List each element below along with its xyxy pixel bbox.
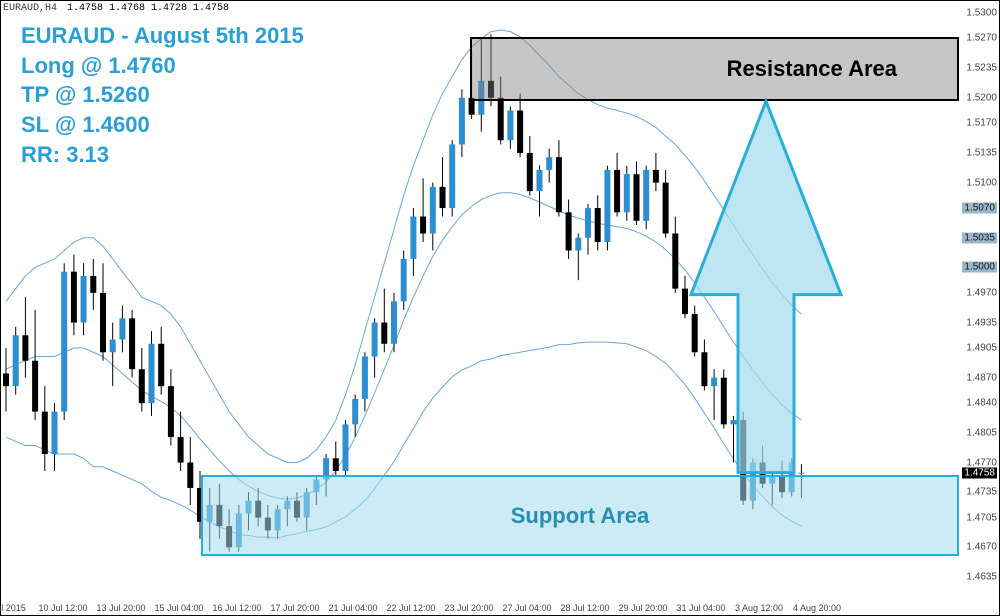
y-axis: 1.46351.46701.47051.47351.47701.48051.48… (959, 13, 999, 597)
x-tick: 31 Jul 04:00 (676, 603, 725, 613)
y-tick: 1.4905 (966, 343, 997, 354)
y-tick: 1.5070 (962, 203, 997, 214)
y-tick: 1.4670 (966, 542, 997, 553)
chart-window: EURAUD,H4 1.4758 1.4768 1.4728 1.4758 Re… (0, 0, 1000, 616)
resistance-label: Resistance Area (727, 56, 897, 82)
y-tick: 1.5135 (966, 147, 997, 158)
x-tick: 21 Jul 04:00 (328, 603, 377, 613)
info-sl: SL @ 1.4600 (21, 110, 304, 140)
trade-info-panel: EURAUD - August 5th 2015 Long @ 1.4760 T… (21, 21, 304, 169)
y-tick: 1.4805 (966, 427, 997, 438)
x-tick: 9 Jul 2015 (0, 603, 26, 613)
support-area-box: Support Area (201, 475, 959, 556)
y-tick: 1.5100 (966, 177, 997, 188)
last-price-marker: 1.4758 (962, 467, 997, 478)
x-tick: 15 Jul 04:00 (154, 603, 203, 613)
x-tick: 22 Jul 12:00 (386, 603, 435, 613)
y-tick: 1.5000 (962, 262, 997, 273)
y-tick: 1.4735 (966, 487, 997, 498)
info-long: Long @ 1.4760 (21, 51, 304, 81)
x-tick: 13 Jul 20:00 (96, 603, 145, 613)
y-tick: 1.5300 (966, 8, 997, 19)
x-tick: 29 Jul 20:00 (618, 603, 667, 613)
y-tick: 1.5035 (962, 232, 997, 243)
resistance-area-box: Resistance Area (470, 37, 959, 101)
y-tick: 1.4970 (966, 287, 997, 298)
info-tp: TP @ 1.5260 (21, 80, 304, 110)
x-tick: 27 Jul 04:00 (502, 603, 551, 613)
x-tick: 3 Aug 12:00 (735, 603, 783, 613)
info-title: EURAUD - August 5th 2015 (21, 21, 304, 51)
y-tick: 1.4870 (966, 372, 997, 383)
x-tick: 16 Jul 12:00 (212, 603, 261, 613)
y-tick: 1.5170 (966, 118, 997, 129)
support-label: Support Area (511, 503, 650, 529)
y-tick: 1.5235 (966, 63, 997, 74)
x-axis: 9 Jul 2015 10 Jul 12:00 13 Jul 20:00 15 Jul… (1, 595, 961, 615)
x-tick: 17 Jul 20:00 (270, 603, 319, 613)
y-tick: 1.4840 (966, 398, 997, 409)
x-tick: 10 Jul 12:00 (38, 603, 87, 613)
y-tick: 1.5270 (966, 33, 997, 44)
x-tick: 4 Aug 20:00 (793, 603, 841, 613)
y-tick: 1.4935 (966, 317, 997, 328)
x-tick: 23 Jul 20:00 (444, 603, 493, 613)
y-tick: 1.4635 (966, 572, 997, 583)
x-tick: 28 Jul 12:00 (560, 603, 609, 613)
y-tick: 1.5200 (966, 92, 997, 103)
y-tick: 1.4705 (966, 512, 997, 523)
info-rr: RR: 3.13 (21, 140, 304, 170)
